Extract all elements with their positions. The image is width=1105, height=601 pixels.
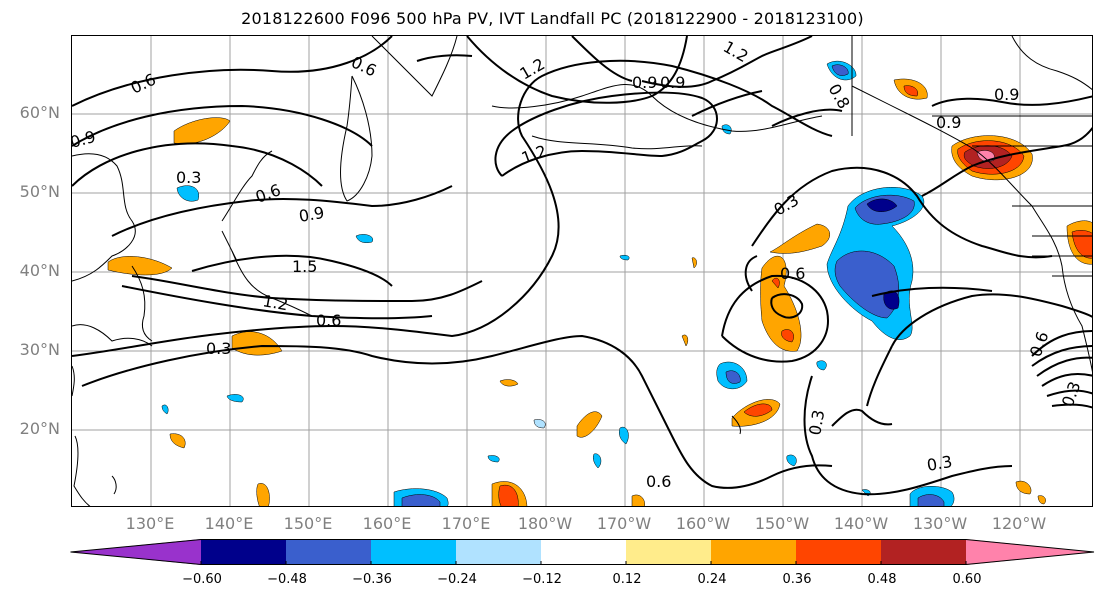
lon-label: 140°W [833,514,889,533]
contour-label: 0.9 [994,85,1019,104]
contour-label: 0.6 [348,52,379,80]
lat-label: 30°N [19,340,60,359]
coastlines [72,36,1092,506]
lon-label: 180°W [517,514,573,533]
lon-label: 150°W [754,514,810,533]
contour-label: 0.9 [660,73,685,92]
colorbar-tick-label: −0.48 [267,572,307,587]
contour-label: 0.6 [316,311,341,330]
contour-label: 0.9 [632,73,657,92]
contour-label: 0.3 [206,339,231,358]
lon-label: 140°E [204,514,254,533]
colorbar-swatch [70,539,201,565]
lon-label: 170°W [596,514,652,533]
colorbar-swatch [796,539,881,565]
colorbar-tick-label: 0.36 [782,572,812,587]
colorbar-tick-label: −0.60 [182,572,222,587]
contour-label: 0.3 [925,452,953,475]
colorbar-tick-label: 0.12 [612,572,642,587]
colorbar-tick-label: −0.24 [437,572,477,587]
contour-label: 1.2 [517,54,549,83]
colorbar-swatch [201,539,286,565]
lon-label: 130°W [912,514,968,533]
colorbar-tick-label: −0.12 [522,572,562,587]
contour-label: 0.6 [780,264,805,283]
map-panel: 0.6 0.6 0.9 1.2 1.2 0.9 0.8 0.9 0.9 0.3 … [71,35,1093,507]
contour-label: 1.5 [292,257,317,276]
colorbar-swatches [70,539,1094,565]
colorbar-swatch [966,539,1094,565]
lon-label: 150°E [283,514,333,533]
contour-label: 0.3 [176,168,201,187]
colorbar-swatch [541,539,626,565]
contour-label: 0.3 [805,408,828,436]
colorbar-swatch [371,539,456,565]
contour-label: 0.8 [825,81,854,113]
contour-label: 0.9 [936,113,961,132]
contour-label: 1.2 [720,37,752,66]
contour-label: 0.6 [646,472,671,491]
colorbar-swatch [626,539,711,565]
colorbar-swatch [711,539,796,565]
map-canvas: 0.6 0.6 0.9 1.2 1.2 0.9 0.8 0.9 0.9 0.3 … [72,36,1092,506]
plot-title: 2018122600 F096 500 hPa PV, IVT Landfall… [241,9,864,28]
colorbar-tick-label: −0.36 [352,572,392,587]
lat-label: 40°N [19,261,60,280]
contour-label: 0.9 [72,127,98,152]
lat-label: 50°N [19,182,60,201]
colorbar-tick-label: 0.60 [952,572,982,587]
contour-label: 0.6 [128,70,159,98]
colorbar-swatch [286,539,371,565]
pv-contours [72,36,1092,496]
lon-label: 170°E [441,514,491,533]
lat-label: 20°N [19,419,60,438]
contour-label: 0.6 [1026,329,1053,359]
contour-label: 1.2 [519,141,549,168]
lon-label: 160°E [362,514,412,533]
colorbar-tick-label: 0.48 [867,572,897,587]
contour-label: 1.2 [261,291,289,314]
colorbar-swatch [456,539,541,565]
lon-label: 160°W [675,514,731,533]
lon-label: 120°W [991,514,1047,533]
colorbar [70,539,1095,565]
lat-label: 60°N [19,103,60,122]
shaded-anomalies [107,60,1092,506]
colorbar-tick-marks [200,561,967,565]
lon-label: 130°E [125,514,175,533]
contour-label: 0.6 [253,180,283,207]
colorbar-tick-label: 0.24 [697,572,727,587]
colorbar-swatch [881,539,966,565]
contour-label: 0.9 [297,203,325,226]
